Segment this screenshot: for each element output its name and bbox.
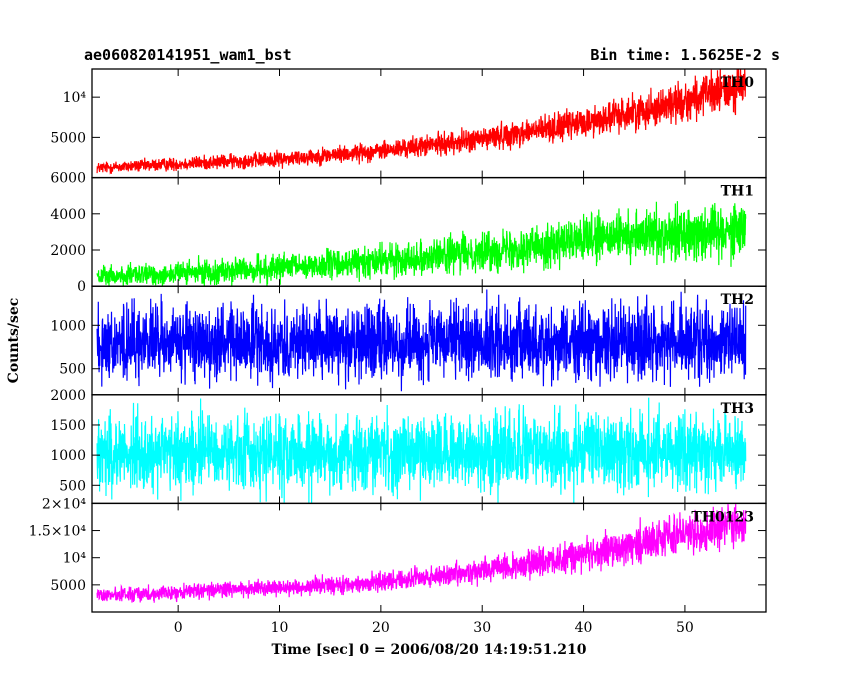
series-th1 xyxy=(96,201,747,287)
panel-label-th1: TH1 xyxy=(721,184,754,200)
ytick-label-th1-1: 2000 xyxy=(50,243,86,259)
ytick-label-th0-1: 10⁴ xyxy=(63,90,87,106)
plot-title: ae060820141951_wam1_bst xyxy=(84,46,292,64)
panel-label-th0123: TH0123 xyxy=(691,509,754,525)
ytick-label-th2-1: 1000 xyxy=(50,318,86,334)
panel-label-th0: TH0 xyxy=(721,75,755,91)
xtick-label-1: 10 xyxy=(271,620,289,636)
ytick-label-th1-3: 6000 xyxy=(50,171,86,187)
xtick-label-3: 30 xyxy=(473,620,491,636)
panel-label-th2: TH2 xyxy=(721,292,754,308)
ytick-label-th0-0: 5000 xyxy=(50,130,86,146)
y-axis-label: Counts/sec xyxy=(6,298,22,384)
xtick-label-2: 20 xyxy=(372,620,390,636)
series-th2 xyxy=(96,289,747,392)
ytick-label-th0123-1: 10⁴ xyxy=(63,551,87,567)
ytick-label-th2-0: 500 xyxy=(59,362,86,378)
series-th0 xyxy=(96,68,747,175)
ytick-label-th0123-0: 5000 xyxy=(50,578,86,594)
xtick-label-5: 50 xyxy=(676,620,694,636)
xtick-label-0: 0 xyxy=(174,620,183,636)
bin-time-label: Bin time: 1.5625E-2 s xyxy=(590,46,780,64)
panel-frame-th0123 xyxy=(91,502,767,613)
ytick-label-th3-3: 2000 xyxy=(50,388,86,404)
ytick-label-th0123-3: 2×10⁴ xyxy=(42,496,86,512)
x-axis-label: Time [sec] 0 = 2006/08/20 14:19:51.210 xyxy=(272,642,587,658)
series-th0123 xyxy=(96,503,747,603)
series-th3 xyxy=(96,397,747,504)
ytick-label-th0123-2: 1.5×10⁴ xyxy=(29,524,87,540)
ytick-label-th3-1: 1000 xyxy=(50,448,86,464)
xtick-label-4: 40 xyxy=(575,620,593,636)
panel-label-th3: TH3 xyxy=(721,401,754,417)
ytick-label-th1-2: 4000 xyxy=(50,207,86,223)
ytick-label-th3-2: 1500 xyxy=(50,418,86,434)
ytick-label-th1-0: 0 xyxy=(77,279,86,295)
ytick-label-th3-0: 500 xyxy=(59,478,86,494)
